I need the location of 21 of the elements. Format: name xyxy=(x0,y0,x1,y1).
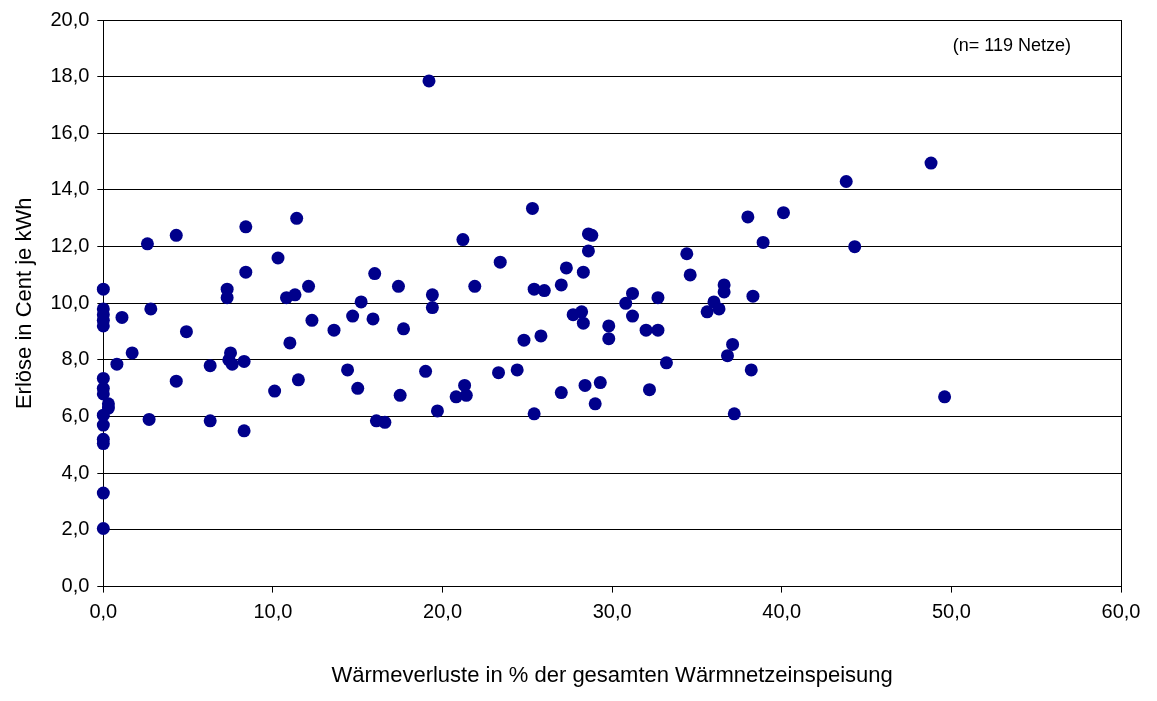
x-tick-label: 30,0 xyxy=(592,600,632,623)
y-tick-label: 20,0 xyxy=(50,7,90,30)
y-tick-label: 6,0 xyxy=(61,404,90,427)
y-tick-label: 18,0 xyxy=(50,64,90,87)
y-tick-label: 16,0 xyxy=(50,120,90,143)
x-tick-label: 50,0 xyxy=(931,600,971,623)
y-tick-label: 8,0 xyxy=(61,347,90,370)
annotation: (n= 119 Netze) xyxy=(952,34,1071,55)
x-tick-label: 20,0 xyxy=(423,600,463,623)
y-tick-label: 10,0 xyxy=(50,290,90,313)
x-tick-label: 40,0 xyxy=(762,600,802,623)
x-tick-label: 0,0 xyxy=(89,600,118,623)
x-axis-title: Wärmeverluste in % der gesamten Wärmnetzeinspeisung xyxy=(331,661,893,687)
y-tick-label: 0,0 xyxy=(61,574,90,597)
x-tick-label: 60,0 xyxy=(1101,600,1141,623)
y-tick-label: 14,0 xyxy=(50,177,90,200)
x-tick-label: 10,0 xyxy=(253,600,293,623)
y-tick-label: 12,0 xyxy=(50,234,90,257)
y-axis-title: Erlöse in Cent je kWh xyxy=(11,197,37,410)
y-tick-label: 2,0 xyxy=(61,517,90,540)
y-tick-label: 4,0 xyxy=(61,460,90,483)
